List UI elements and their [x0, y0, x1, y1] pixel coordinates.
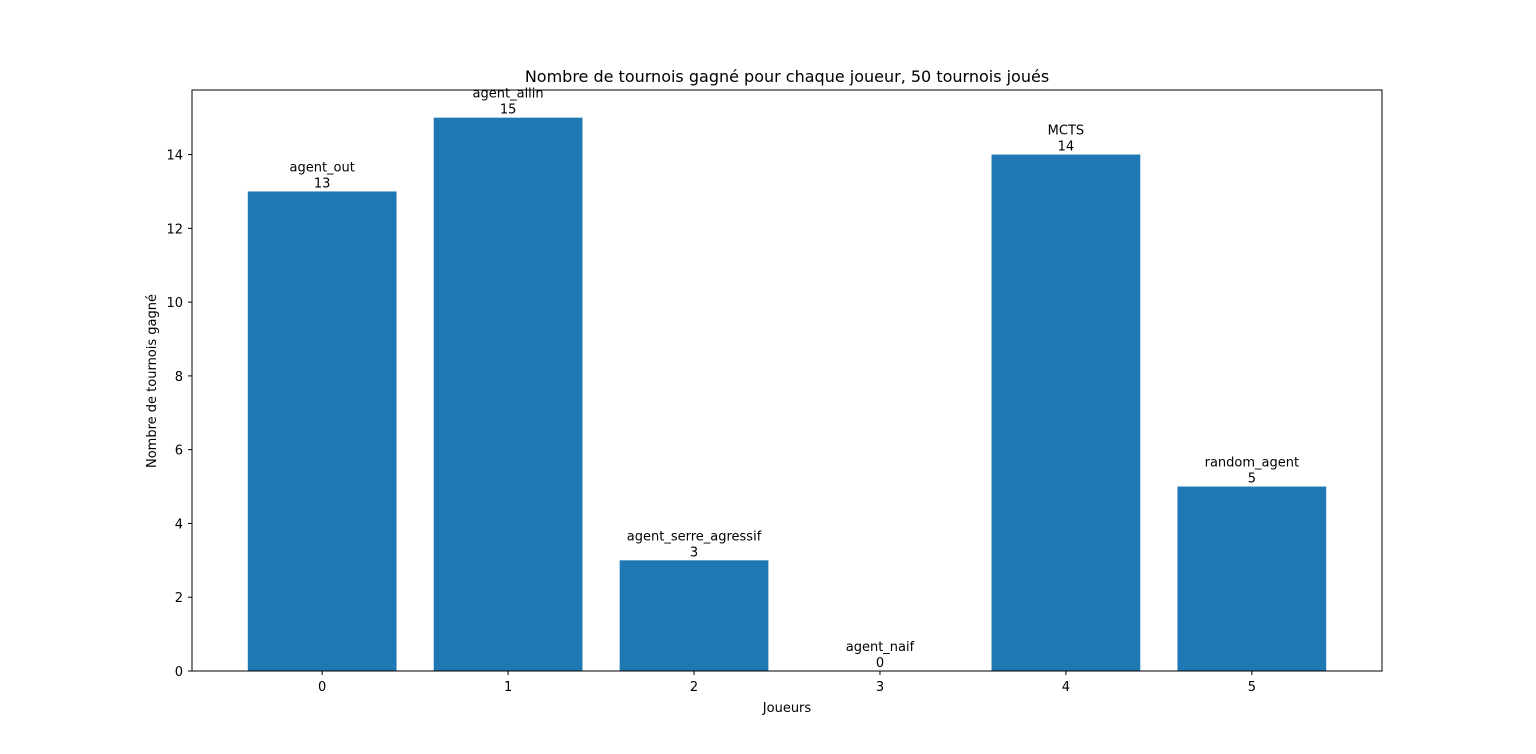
bar-name-label-5: random_agent	[1205, 456, 1299, 471]
y-axis-title: Nombre de tournois gagné	[145, 294, 160, 468]
bar-1	[433, 117, 583, 671]
x-tick-label-4: 4	[1062, 680, 1070, 695]
bar-4	[991, 154, 1141, 672]
bar-value-label-5: 5	[1248, 472, 1256, 487]
plot-frame	[191, 89, 1383, 672]
x-tick-label-1: 1	[504, 680, 512, 695]
bar-name-label-4: MCTS	[1048, 124, 1085, 139]
bar-value-label-3: 0	[876, 656, 884, 671]
bar-name-label-1: agent_allin	[473, 87, 544, 102]
y-tick-label-3: 6	[175, 444, 183, 459]
y-tick-label-5: 10	[166, 296, 183, 311]
x-tick-label-0: 0	[318, 680, 326, 695]
bar-5	[1177, 486, 1327, 671]
bar-name-label-2: agent_serre_agressif	[627, 529, 762, 544]
y-tick-label-2: 4	[175, 517, 183, 532]
y-tick-label-1: 2	[175, 591, 183, 606]
bars-group	[247, 117, 1327, 672]
bar-name-label-3: agent_naif	[846, 640, 915, 655]
y-axis: 0 2 4 6 8 10 12 14	[166, 149, 192, 680]
y-tick-label-7: 14	[166, 149, 183, 164]
bar-2	[619, 560, 769, 671]
y-tick-label-0: 0	[175, 665, 183, 680]
x-axis-title: Joueurs	[762, 701, 812, 716]
bar-value-label-0: 13	[314, 176, 331, 191]
chart-title: Nombre de tournois gagné pour chaque jou…	[525, 67, 1049, 86]
y-tick-label-6: 12	[166, 222, 183, 237]
x-tick-label-3: 3	[876, 680, 884, 695]
x-tick-label-5: 5	[1248, 680, 1256, 695]
bar-0	[247, 191, 397, 671]
bar-value-label-2: 3	[690, 545, 698, 560]
x-axis: 0 1 2 3 4 5	[318, 671, 1256, 695]
x-tick-label-2: 2	[690, 680, 698, 695]
y-tick-label-4: 8	[175, 370, 183, 385]
bar-name-label-0: agent_out	[289, 160, 354, 175]
bar-value-label-1: 15	[500, 103, 517, 118]
bar-value-label-4: 14	[1058, 140, 1075, 155]
